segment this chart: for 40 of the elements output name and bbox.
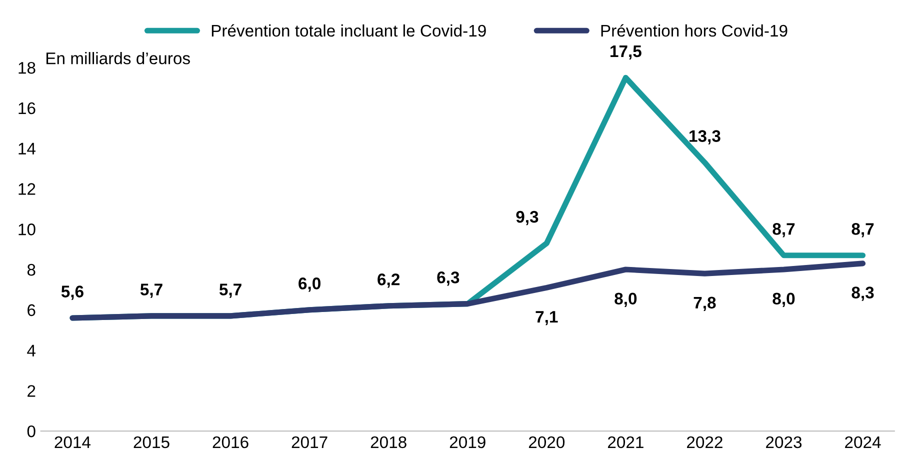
data-label: 8,0 — [614, 292, 637, 307]
y-tick-label: 14 — [18, 142, 36, 154]
x-tick-label: 2016 — [212, 436, 248, 448]
data-label: 7,8 — [694, 296, 716, 311]
x-tick-label: 2022 — [687, 436, 722, 448]
x-tick-label: 2014 — [54, 436, 91, 448]
y-tick-label: 10 — [18, 224, 36, 236]
y-tick-label: 18 — [18, 62, 36, 74]
data-label: 17,5 — [610, 46, 642, 60]
x-tick-label: 2021 — [608, 436, 644, 448]
data-label: 8,7 — [852, 223, 874, 238]
data-label: 6,0 — [298, 278, 320, 292]
y-tick-label: 8 — [27, 264, 36, 276]
data-label: 5,7 — [219, 284, 242, 298]
y-tick-label: 6 — [28, 304, 36, 316]
data-label: 9,3 — [516, 210, 538, 226]
data-label: 7,1 — [536, 311, 558, 326]
legend-label: Prévention totale incluant le Covid-19 — [212, 24, 486, 37]
x-tick-label: 2020 — [528, 436, 565, 448]
y-tick-label: 12 — [18, 183, 36, 195]
data-label: 6,3 — [437, 272, 460, 286]
y-tick-label: 0 — [27, 425, 36, 438]
y-tick-label: 16 — [18, 102, 36, 114]
data-label: 8,3 — [852, 286, 874, 301]
data-label: 5,7 — [140, 284, 162, 298]
legend-label: Prévention hors Covid-19 — [601, 24, 788, 37]
data-label: 6,2 — [378, 274, 400, 288]
x-tick-label: 2024 — [845, 436, 881, 448]
y-tick-label: 4 — [27, 344, 36, 356]
x-tick-label: 2017 — [292, 436, 328, 448]
x-tick-label: 2015 — [134, 436, 170, 448]
x-tick-label: 2023 — [766, 436, 802, 448]
data-label: 8,0 — [772, 292, 795, 307]
y-tick-label: 2 — [28, 385, 36, 397]
data-label: 13,3 — [690, 130, 720, 144]
data-label: 5,6 — [61, 286, 84, 300]
text: En milliards d’euros — [46, 52, 190, 64]
x-tick-label: 2018 — [370, 436, 406, 448]
data-label: 8,7 — [772, 223, 795, 238]
x-tick-label: 2019 — [450, 436, 486, 448]
